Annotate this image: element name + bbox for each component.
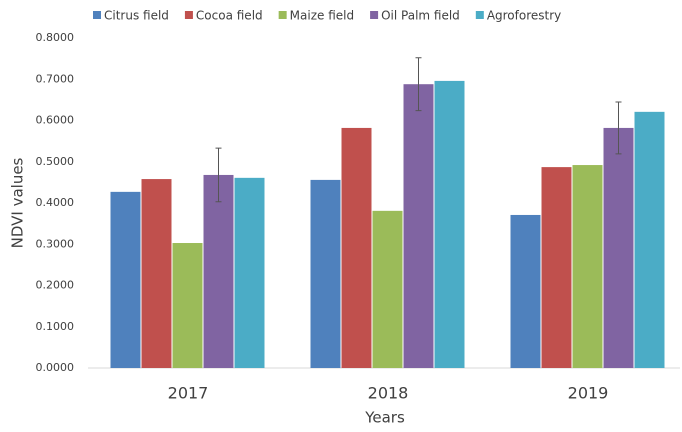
y-tick-label: 0.3000 xyxy=(36,237,75,250)
legend-swatch xyxy=(278,11,287,19)
y-tick-label: 0.0000 xyxy=(36,361,75,374)
legend-label: Cocoa field xyxy=(196,9,263,23)
bar xyxy=(172,243,203,368)
bar xyxy=(110,191,141,368)
bar xyxy=(310,179,341,368)
y-tick-label: 0.5000 xyxy=(36,155,75,168)
bar xyxy=(141,179,172,368)
y-tick-label: 0.6000 xyxy=(36,114,75,127)
y-tick-label: 0.4000 xyxy=(36,196,75,209)
legend-swatch xyxy=(370,11,379,19)
bar xyxy=(203,174,234,368)
x-tick-label: 2017 xyxy=(168,384,209,403)
legend-swatch xyxy=(184,11,193,19)
y-axis-title: NDVI values xyxy=(9,157,27,248)
error-bar xyxy=(615,101,622,155)
y-tick-label: 0.1000 xyxy=(36,320,75,333)
bar xyxy=(603,127,634,368)
bar xyxy=(372,210,403,368)
x-axis-title: Years xyxy=(364,409,405,427)
legend-swatch xyxy=(475,11,484,19)
legend-label: Agroforestry xyxy=(487,9,561,23)
bar xyxy=(403,84,434,368)
bar xyxy=(234,177,265,368)
legend-label: Maize field xyxy=(290,9,354,23)
bar xyxy=(541,167,572,368)
legend-label: Oil Palm field xyxy=(381,9,460,23)
y-tick-label: 0.2000 xyxy=(36,279,75,292)
bar xyxy=(634,111,665,369)
bar xyxy=(434,80,465,369)
error-bar xyxy=(415,57,422,112)
x-tick-label: 2018 xyxy=(368,384,409,403)
y-tick-label: 0.7000 xyxy=(36,72,75,85)
bar xyxy=(510,214,541,368)
legend-label: Citrus field xyxy=(104,9,169,23)
y-tick-label: 0.8000 xyxy=(36,31,75,44)
error-bar xyxy=(215,147,222,203)
legend-swatch xyxy=(93,11,101,19)
bar xyxy=(572,165,603,368)
x-tick-label: 2019 xyxy=(568,384,609,403)
bar xyxy=(341,127,372,368)
